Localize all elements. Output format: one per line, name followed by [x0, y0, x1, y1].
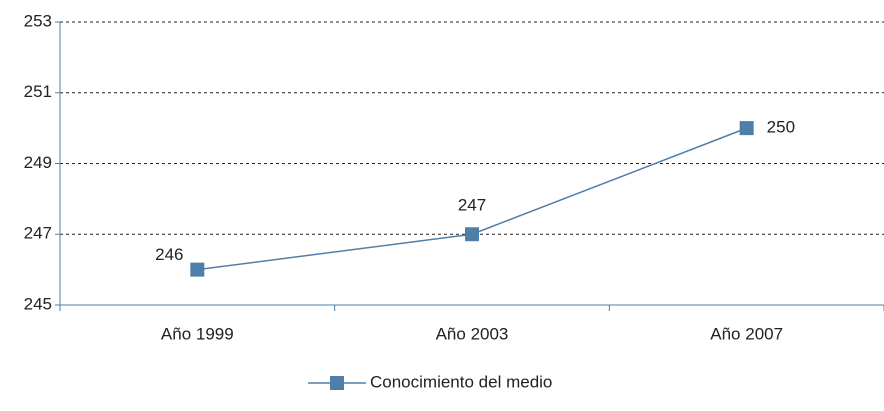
y-tick-label: 245 — [24, 294, 52, 313]
y-tick-label: 247 — [24, 224, 52, 243]
y-tick-label: 251 — [24, 82, 52, 101]
point-marker — [190, 262, 205, 277]
y-tick-label: 249 — [24, 153, 52, 172]
data-label: 247 — [458, 196, 486, 215]
point-marker — [739, 121, 754, 136]
x-tick-label: Año 1999 — [161, 324, 234, 343]
x-tick-label: Año 2007 — [710, 324, 783, 343]
data-label: 246 — [155, 245, 183, 264]
legend-label: Conocimiento del medio — [370, 372, 552, 391]
y-tick-label: 253 — [24, 11, 52, 30]
legend-marker — [330, 376, 344, 390]
x-tick-label: Año 2003 — [436, 324, 509, 343]
data-label: 250 — [767, 118, 795, 137]
point-marker — [465, 227, 479, 242]
